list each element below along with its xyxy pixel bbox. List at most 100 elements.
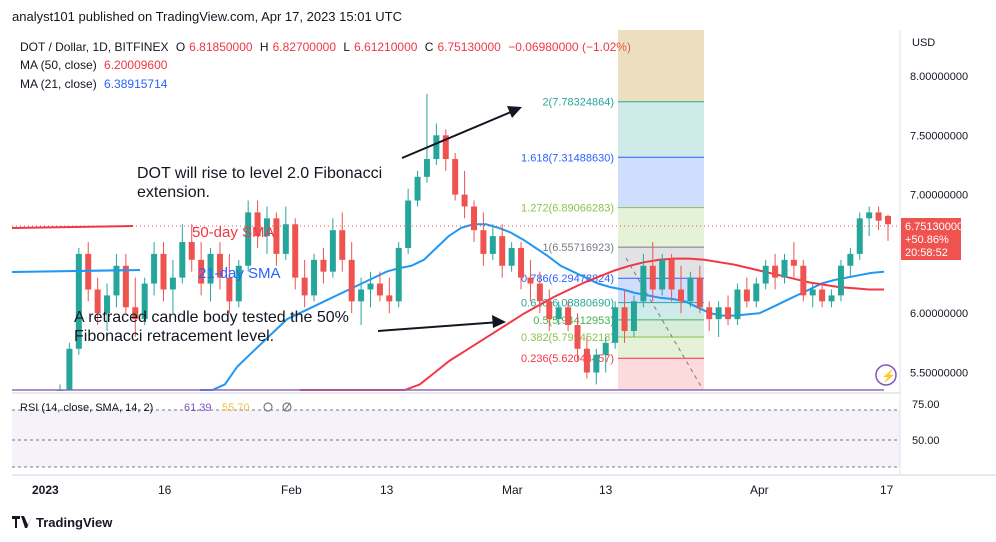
currency-label: USD bbox=[912, 37, 936, 49]
candle-body bbox=[414, 176, 421, 201]
low-key: L bbox=[343, 40, 351, 54]
candle-body bbox=[169, 277, 176, 290]
price-badge-bg bbox=[901, 218, 961, 260]
fib-level-label: 1.272(6.89066283) bbox=[521, 203, 614, 215]
fib-zone bbox=[618, 207, 704, 248]
candle-body bbox=[141, 283, 148, 320]
retrace-note-line1: A retraced candle body tested the 50% bbox=[74, 309, 349, 326]
candle-body bbox=[320, 259, 327, 272]
fib-zone-bottom bbox=[618, 358, 704, 390]
fib-level-label: 0.5(5.94412953) bbox=[533, 315, 614, 327]
sma50-label: 50-day SMA bbox=[192, 224, 275, 241]
candle-body bbox=[706, 307, 713, 320]
candle-body bbox=[659, 259, 666, 290]
fib-zone bbox=[618, 302, 704, 320]
candle-body bbox=[574, 325, 581, 349]
candle-body bbox=[264, 218, 270, 237]
fib-trend-line bbox=[625, 257, 703, 389]
price-tick: 7.50000000 bbox=[910, 130, 968, 142]
candle-body bbox=[179, 242, 186, 278]
high-key: H bbox=[259, 40, 269, 54]
candle-body bbox=[875, 212, 882, 221]
date-label-apr: Apr bbox=[750, 483, 769, 497]
rsi-hide-icon[interactable] bbox=[263, 402, 273, 412]
candle-body bbox=[885, 215, 891, 225]
candle-body bbox=[809, 289, 816, 296]
high-value: 6.82700000 bbox=[272, 40, 336, 54]
retrace-note-line2: Fibonacci retracement level. bbox=[74, 328, 274, 345]
candle-body bbox=[499, 236, 506, 266]
fib-level-label: 0.382(5.79945218) bbox=[521, 332, 614, 344]
candle-body bbox=[198, 259, 205, 284]
fib-level-label: 0.786(6.29478824) bbox=[521, 273, 614, 285]
candle-body bbox=[122, 265, 129, 308]
date-label-13a: 13 bbox=[380, 483, 394, 497]
open-value: 6.81850000 bbox=[189, 40, 253, 54]
fib-zone-top bbox=[618, 30, 704, 102]
fib-level-label: 1.618(7.31488630) bbox=[521, 152, 614, 164]
candle-body bbox=[630, 301, 637, 331]
candle-body bbox=[536, 283, 543, 302]
date-label-mar: Mar bbox=[502, 483, 523, 497]
published-info: analyst101 published on TradingView.com,… bbox=[12, 9, 403, 24]
alert-icon[interactable] bbox=[875, 364, 897, 386]
date-axis[interactable]: 2023 16 Feb 13 Mar 13 Apr 17 bbox=[32, 483, 894, 497]
candle-body bbox=[819, 289, 826, 302]
open-key: O bbox=[175, 40, 186, 54]
rsi-settings-slash bbox=[283, 402, 291, 412]
candle-body bbox=[527, 277, 534, 284]
candle-body bbox=[762, 265, 769, 284]
candle-body bbox=[489, 236, 496, 254]
ma21-label: MA (21, close) bbox=[20, 77, 97, 91]
footer-brand-text: TradingView bbox=[36, 515, 113, 530]
date-label-13b: 13 bbox=[599, 483, 613, 497]
candle-body bbox=[471, 206, 477, 231]
rsi-settings-icon[interactable] bbox=[282, 402, 292, 412]
top-bar: analyst101 published on TradingView.com,… bbox=[0, 0, 996, 32]
sma21-pointer bbox=[11, 269, 141, 273]
candle-body bbox=[207, 253, 214, 284]
candle-body bbox=[254, 212, 261, 237]
candle-body bbox=[386, 295, 393, 302]
candle-body bbox=[725, 307, 732, 320]
price-tick: 7.00000000 bbox=[910, 190, 968, 202]
change-value: −0.06980000 (−1.02%) bbox=[508, 40, 631, 54]
price-tick: 8.00000000 bbox=[910, 71, 968, 83]
fib-zone bbox=[618, 336, 704, 359]
ma50-legend[interactable]: MA (50, close) 6.20009600 bbox=[20, 58, 171, 72]
candle-body bbox=[282, 224, 289, 254]
sma50-pointer bbox=[11, 225, 134, 229]
candle-body bbox=[546, 301, 553, 320]
candle-body bbox=[151, 253, 158, 284]
candle-body bbox=[160, 253, 167, 290]
candlesticks bbox=[57, 93, 891, 391]
candle-body bbox=[696, 277, 703, 308]
sma21-label: 21-day SMA bbox=[198, 265, 281, 282]
rise-arrow-head bbox=[507, 106, 522, 118]
ma21-line bbox=[200, 223, 885, 391]
alert-icon-glyph: ⚡ bbox=[881, 369, 896, 383]
rsi-legend-label: RSI (14, close, SMA, 14, 2) bbox=[20, 402, 153, 414]
rsi-tick-50: 50.00 bbox=[912, 435, 940, 447]
candle-body bbox=[311, 259, 318, 296]
price-tick: 6.00000000 bbox=[910, 308, 968, 320]
candle-body bbox=[772, 265, 779, 278]
tradingview-logo-icon bbox=[12, 516, 32, 528]
candle-body bbox=[649, 265, 656, 290]
candle-body bbox=[348, 259, 355, 302]
ma21-value: 6.38915714 bbox=[104, 77, 168, 91]
candle-body bbox=[800, 265, 807, 296]
candle-body bbox=[452, 159, 459, 195]
fib-zone bbox=[618, 157, 704, 208]
fibonacci-extension[interactable]: 2(7.78324864) 1.618(7.31488630) 1.272(6.89… bbox=[521, 30, 704, 390]
price-axis[interactable]: 8.00000000 7.50000000 7.00000000 6.00000000… bbox=[910, 71, 968, 380]
footer-brand[interactable]: TradingView bbox=[12, 515, 112, 530]
rsi-legend-sma: 55.70 bbox=[222, 402, 250, 414]
ma21-legend[interactable]: MA (21, close) 6.38915714 bbox=[20, 77, 171, 91]
candle-body bbox=[216, 253, 223, 278]
ma50-label: MA (50, close) bbox=[20, 58, 97, 72]
candle-body bbox=[856, 218, 863, 254]
candle-body bbox=[245, 212, 252, 266]
symbol-legend[interactable]: DOT / Dollar, 1D, BITFINEX O 6.81850000 H… bbox=[20, 40, 635, 54]
